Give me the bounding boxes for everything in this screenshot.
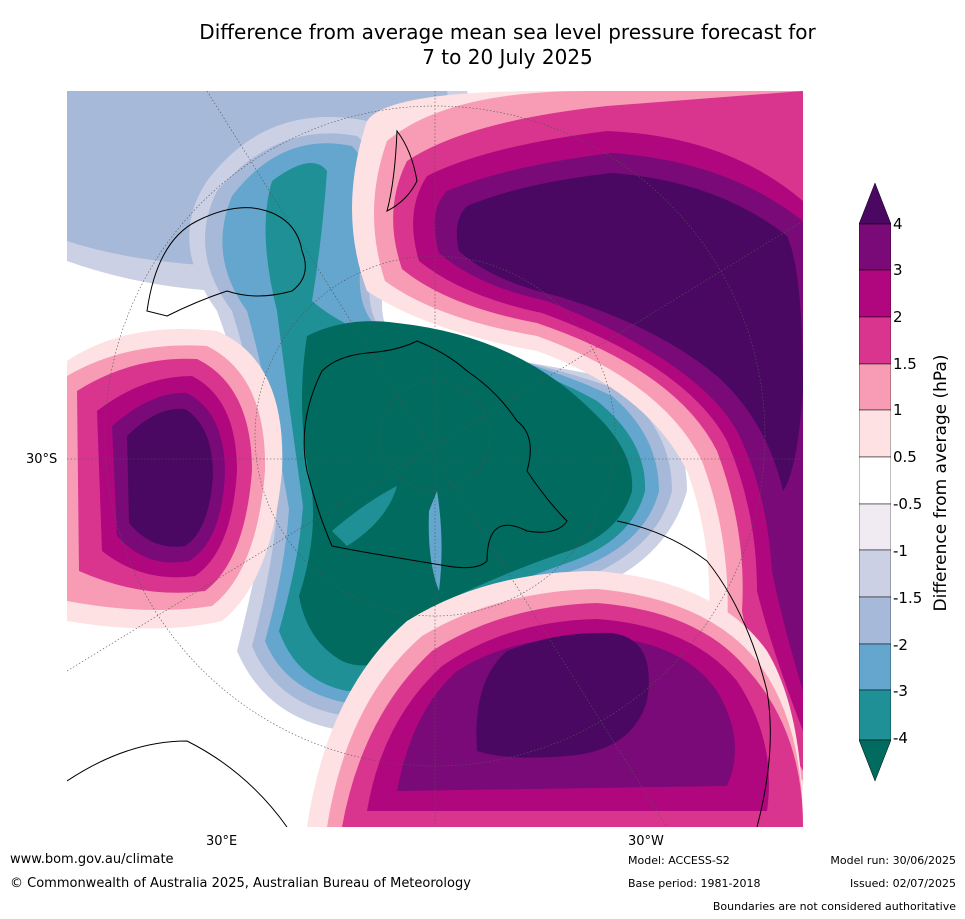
coast-africa [67,740,288,827]
field-neg-finger-1 [332,486,397,546]
colorbar-segment-1.5-2 [859,316,891,365]
colorbar-segment-m3-m2 [859,643,891,691]
colorbar-tick-m2: -2 [893,636,908,654]
footer-copyright: © Commonwealth of Australia 2025, Austra… [10,876,471,891]
footer-model: Model: ACCESS-S2 [628,854,730,867]
colorbar-segment-gt4 [859,183,891,225]
anomaly-map [67,91,803,827]
title-line-1: Difference from average mean sea level p… [199,20,816,44]
footer-issued: Issued: 02/07/2025 [849,877,956,890]
coast-south-america [616,520,771,827]
field-neg-finger-2 [428,491,442,591]
title-line-2: 7 to 20 July 2025 [422,45,593,69]
coast-australia [146,207,306,317]
colorbar-tick-3: 3 [893,261,903,279]
footer-base-period: Base period: 1981-2018 [628,877,761,890]
colorbar-segment-m4-m3 [859,689,891,741]
coastlines [67,129,771,827]
footer-model-run: Model run: 30/06/2025 [830,854,956,867]
colorbar-title: Difference from average (hPa) [931,354,951,612]
graticule [67,91,803,827]
colorbar-segment-2-3 [859,269,891,318]
colorbar-tick-m4: -4 [893,729,908,747]
field-pos-s-6 [476,632,649,758]
field-neg-5 [299,321,633,666]
colorbar [859,183,891,781]
footer-website: www.bom.gov.au/climate [10,852,174,867]
colorbar-segment-lt-m4 [859,739,891,781]
colorbar-tick-m1.5: -1.5 [893,589,923,607]
coast-new-zealand [386,129,418,212]
colorbar-tick-2: 2 [893,308,903,326]
lon-label-30w: 30°W [628,834,664,849]
colorbar-tick-1.5: 1.5 [893,355,917,373]
colorbar-segment-neutral [859,456,891,505]
field-pos-w-6 [127,408,213,547]
lat-label-30s: 30°S [26,452,58,467]
colorbar-tick-m1: -1 [893,542,908,560]
coast-antarctica [303,340,568,569]
colorbar-segment-m1.5-m1 [859,549,891,598]
colorbar-tick-m3: -3 [893,682,908,700]
colorbar-tick-m0.5: -0.5 [893,495,923,513]
colorbar-tick-4: 4 [893,215,903,233]
field-pos-ne-6 [456,173,803,491]
map-title: Difference from average mean sea level p… [0,20,965,70]
colorbar-segment-1-1.5 [859,363,891,411]
lon-label-30e: 30°E [206,834,238,849]
colorbar-segment-m2-m1.5 [859,596,891,645]
colorbar-segment-0.5-1 [859,409,891,458]
footer-disclaimer: Boundaries are not considered authoritat… [712,900,956,913]
colorbar-tick-0.5: 0.5 [893,448,917,466]
colorbar-tick-1: 1 [893,401,903,419]
colorbar-segment-m1-m0.5 [859,503,891,551]
colorbar-segment-3-4 [859,223,891,271]
